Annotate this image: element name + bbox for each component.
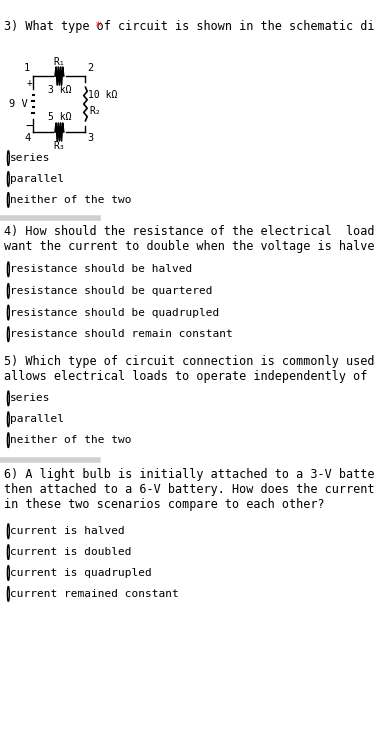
- Text: 3) What type of circuit is shown in the schematic diagram below?: 3) What type of circuit is shown in the …: [4, 20, 374, 33]
- Text: 3: 3: [87, 133, 93, 144]
- Text: 5 kΩ: 5 kΩ: [47, 112, 71, 121]
- Text: 4) How should the resistance of the electrical  load in a circuit change if we
w: 4) How should the resistance of the elec…: [4, 225, 374, 253]
- Text: neither of the two: neither of the two: [10, 435, 132, 445]
- Text: R₃: R₃: [53, 141, 65, 151]
- Text: −: −: [25, 121, 33, 133]
- Text: R₁: R₁: [53, 57, 65, 67]
- Text: 10 kΩ: 10 kΩ: [88, 90, 117, 100]
- Text: parallel: parallel: [10, 414, 64, 424]
- Text: current is doubled: current is doubled: [10, 547, 132, 557]
- Text: current is halved: current is halved: [10, 527, 125, 536]
- Text: 4: 4: [25, 133, 31, 144]
- Text: series: series: [10, 153, 51, 163]
- Text: +: +: [27, 78, 33, 88]
- Text: 9 V: 9 V: [9, 99, 27, 109]
- Text: resistance should be quadrupled: resistance should be quadrupled: [10, 308, 220, 318]
- Text: 5) Which type of circuit connection is commonly used in homes since it
allows el: 5) Which type of circuit connection is c…: [4, 355, 374, 383]
- Text: 3 kΩ: 3 kΩ: [47, 85, 71, 95]
- Text: *: *: [95, 20, 102, 33]
- Text: resistance should be quartered: resistance should be quartered: [10, 286, 213, 296]
- Text: series: series: [10, 393, 51, 404]
- Text: R₂: R₂: [89, 106, 101, 116]
- Text: parallel: parallel: [10, 174, 64, 184]
- Text: current is quadrupled: current is quadrupled: [10, 568, 152, 578]
- Text: current remained constant: current remained constant: [10, 589, 179, 599]
- Text: 6) A light bulb is initially attached to a 3-V battery. The same light bulb is
t: 6) A light bulb is initially attached to…: [4, 468, 374, 511]
- Text: neither of the two: neither of the two: [10, 195, 132, 205]
- Text: 2: 2: [87, 63, 93, 73]
- Text: 1: 1: [24, 63, 30, 73]
- Text: resistance should be halved: resistance should be halved: [10, 264, 193, 274]
- Text: resistance should remain constant: resistance should remain constant: [10, 330, 233, 339]
